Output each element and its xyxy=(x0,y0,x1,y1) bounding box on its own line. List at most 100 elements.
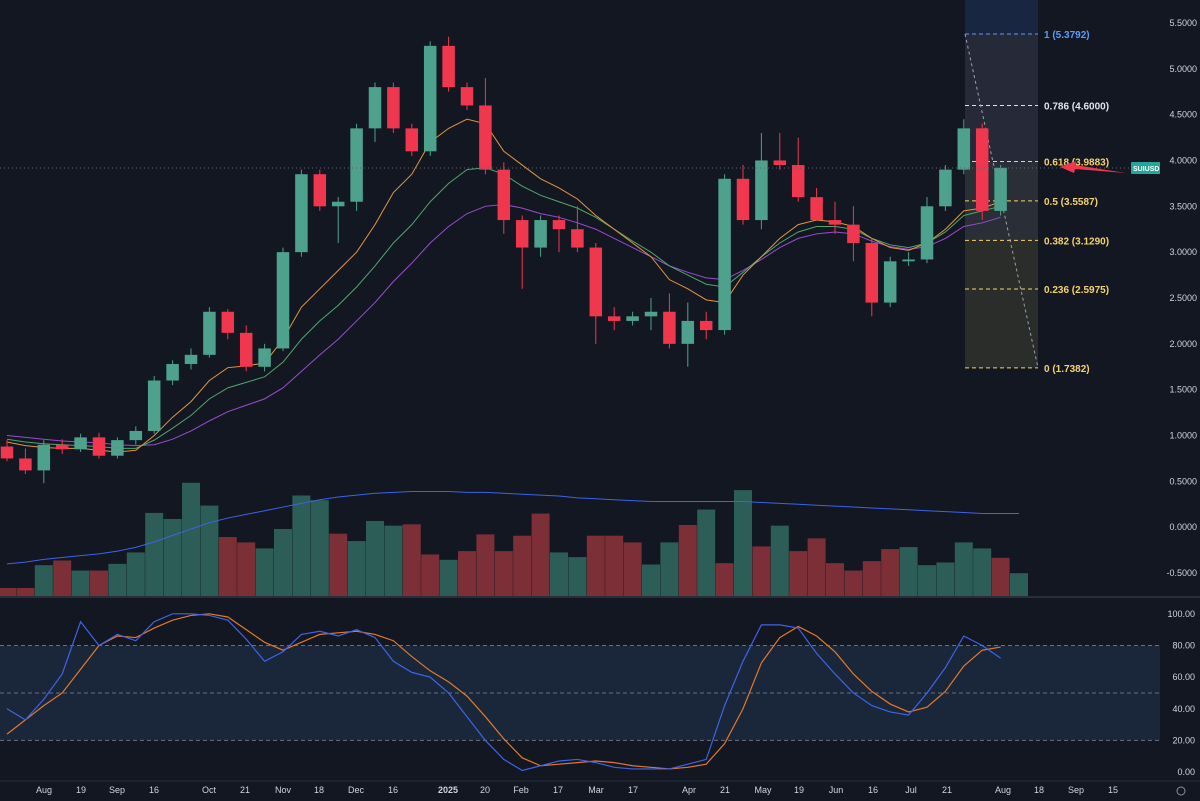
candle xyxy=(681,302,695,367)
candle xyxy=(663,293,676,349)
candle xyxy=(552,215,566,253)
time-tick-label: Oct xyxy=(202,785,217,795)
volume-moving-average xyxy=(6,490,1019,565)
volume-bar xyxy=(844,570,863,596)
candle xyxy=(975,123,989,221)
time-axis[interactable]: Aug 19 Sep 16 Oct 21 Nov 18 Dec 16 2025 20 Feb 17 Mar 1… xyxy=(0,780,1200,796)
volume-bar xyxy=(899,547,918,596)
candle-body xyxy=(847,224,860,243)
volume-bar xyxy=(347,541,366,596)
stoch-k-line xyxy=(6,613,1001,772)
candle-body xyxy=(810,197,823,221)
volume-bar xyxy=(476,534,495,596)
candle xyxy=(515,215,529,289)
volume-bars xyxy=(0,482,1028,596)
candle-body xyxy=(423,45,437,152)
candle-body xyxy=(368,87,382,129)
volume-bar xyxy=(145,512,164,596)
candle-body xyxy=(515,220,529,248)
candle-body xyxy=(203,311,216,355)
price-tick-label: 0.5000 xyxy=(1169,476,1197,486)
volume-bar xyxy=(734,490,752,596)
volume-bar xyxy=(71,570,90,596)
candle xyxy=(883,256,897,308)
volume-bar xyxy=(642,564,660,596)
candle-body xyxy=(552,220,566,230)
time-tick-label: 16 xyxy=(868,785,878,795)
candle-body xyxy=(718,178,731,331)
price-tick-label: 4.5000 xyxy=(1169,110,1197,120)
candlesticks xyxy=(0,36,1007,484)
settings-gear-icon xyxy=(1176,786,1186,796)
time-tick-label: 21 xyxy=(942,785,952,795)
candle-body xyxy=(663,311,676,344)
stoch-tick-label: 80.00 xyxy=(1172,640,1195,650)
candle-body xyxy=(129,430,143,441)
fib-zone-lower xyxy=(965,240,1038,368)
volume-bar xyxy=(53,560,72,596)
volume-bar xyxy=(200,505,219,596)
time-tick-label: 16 xyxy=(149,785,159,795)
stoch-tick-label: 20.00 xyxy=(1172,735,1195,745)
fib-level-label: 0.786 (4.6000) xyxy=(1044,101,1109,112)
candle-body xyxy=(994,167,1007,211)
volume-bar xyxy=(605,535,624,596)
candle xyxy=(37,440,51,484)
fib-extension-zone xyxy=(965,0,1038,34)
volume-bar xyxy=(494,551,513,596)
candle xyxy=(589,242,603,344)
price-tick-label: 5.5000 xyxy=(1169,18,1197,28)
fib-level-label: 0.382 (3.1290) xyxy=(1044,236,1109,247)
candle xyxy=(847,206,860,262)
candle xyxy=(699,311,713,340)
candle xyxy=(479,77,492,175)
candle xyxy=(736,165,750,225)
time-tick-label: 18 xyxy=(1034,785,1044,795)
candle-body xyxy=(350,128,363,202)
candle xyxy=(460,82,474,111)
candle-body xyxy=(736,178,750,221)
candle xyxy=(19,448,32,475)
candle-body xyxy=(644,311,658,317)
time-tick-label: 16 xyxy=(388,785,398,795)
price-tick-label: 2.5000 xyxy=(1169,293,1197,303)
candle-body xyxy=(239,332,253,367)
candle-body xyxy=(276,252,290,349)
volume-bar xyxy=(623,542,642,596)
time-tick-label: 19 xyxy=(794,785,804,795)
volume-bar xyxy=(936,562,955,596)
candle-body xyxy=(74,437,87,450)
candle-body xyxy=(883,261,897,303)
candle xyxy=(295,169,308,257)
candle xyxy=(865,238,879,317)
fib-level-label: 0 (1.7382) xyxy=(1044,364,1090,375)
candle xyxy=(129,426,143,445)
volume-bar xyxy=(513,535,532,596)
volume-bar xyxy=(991,557,1010,596)
candle xyxy=(957,119,971,175)
fib-level-label: 0.618 (3.9883) xyxy=(1044,158,1109,169)
time-tick-label: 18 xyxy=(314,785,324,795)
volume-bar xyxy=(182,482,200,596)
volume-bar xyxy=(384,525,403,596)
candle xyxy=(0,440,14,462)
candle-body xyxy=(681,320,695,344)
time-tick-label: 15 xyxy=(1108,785,1118,795)
candle-body xyxy=(920,206,934,260)
candle xyxy=(74,433,87,453)
time-tick-label: 17 xyxy=(628,785,638,795)
candle xyxy=(644,298,658,331)
candle-body xyxy=(534,220,547,248)
time-tick-label: Dec xyxy=(348,785,365,795)
fibonacci-retracement[interactable]: 1 (5.3792) 0.786 (4.6000) 0.618 (3.9883) 0.… xyxy=(964,0,1109,375)
volume-bar xyxy=(274,529,292,596)
volume-bar xyxy=(292,495,311,596)
volume-bar xyxy=(807,538,826,596)
volume-bar xyxy=(90,570,108,596)
arrow-annotation xyxy=(1060,161,1126,173)
candle xyxy=(331,197,345,243)
candle xyxy=(755,132,768,230)
candle-body xyxy=(626,316,639,321)
candle-body xyxy=(313,174,327,207)
